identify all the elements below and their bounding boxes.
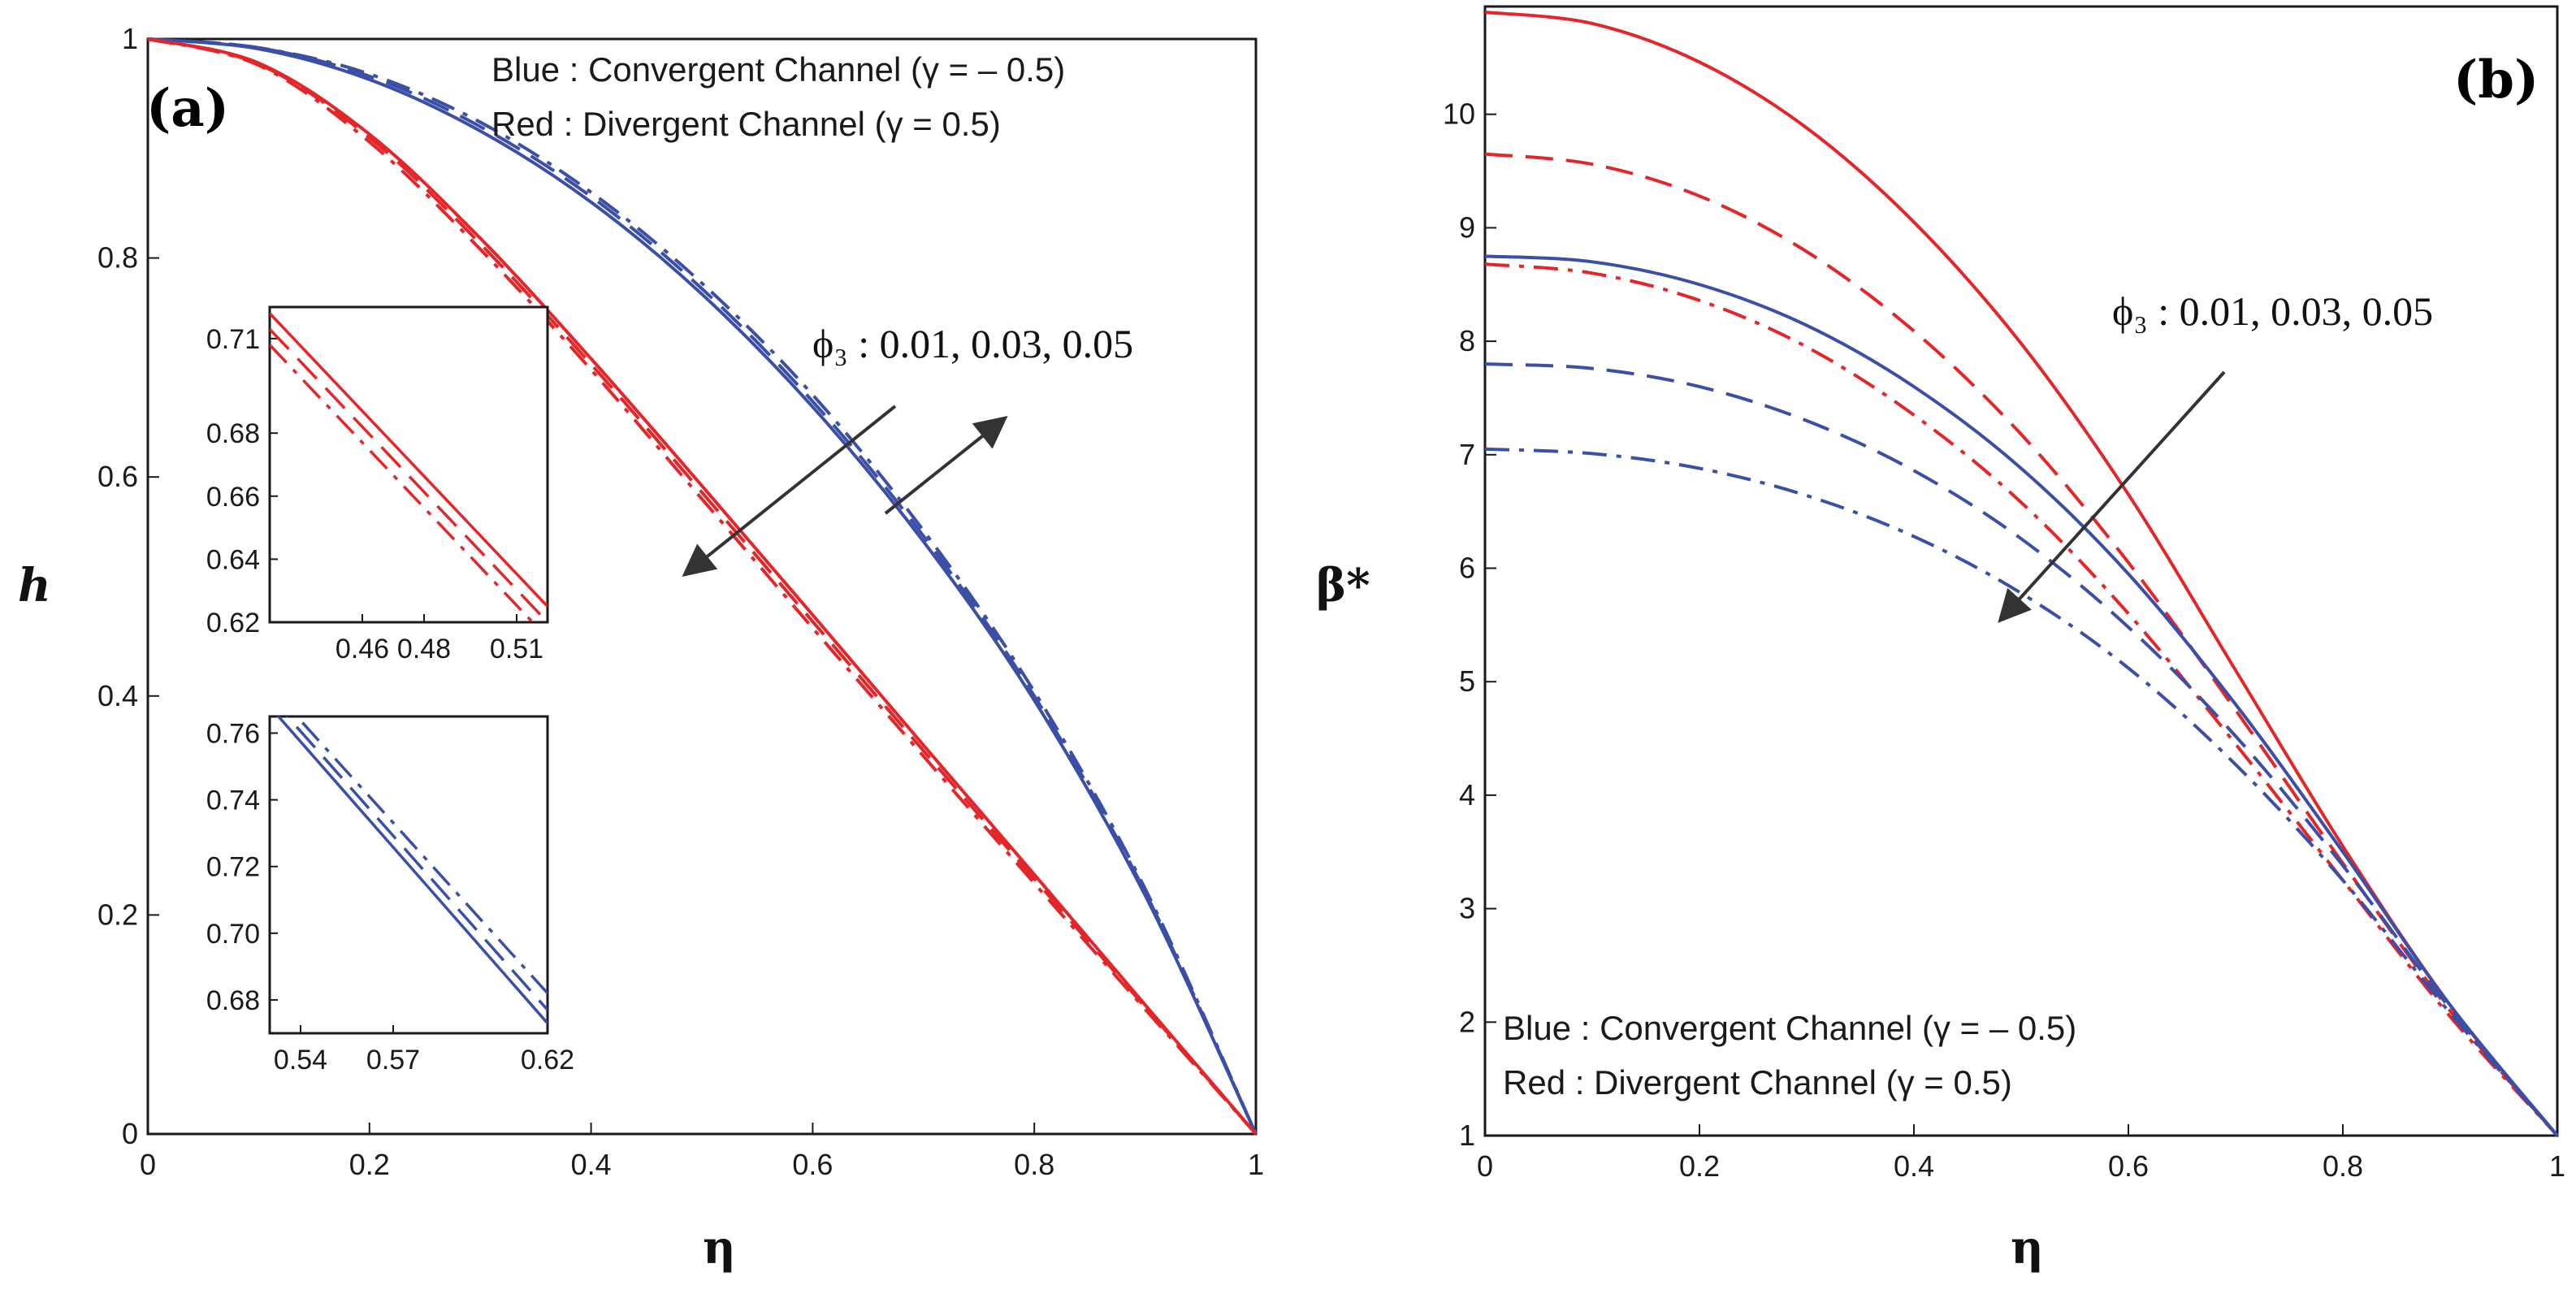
inset-blue-series-blue-dashdot <box>295 716 548 994</box>
inset-blue-y-tick-label: 0.76 <box>206 719 260 750</box>
inset-red-frame <box>268 305 549 624</box>
panel-a-series-red-dash <box>147 37 1258 1136</box>
panel-b-x-tick-label: 0 <box>1477 1149 1493 1183</box>
panel-b-y-tick-label: 6 <box>1459 552 1475 585</box>
panel-a-x-tick-label: 0 <box>140 1148 156 1181</box>
panel-a-inset-blue: 0.54 0.57 0.62 0.68 0.70 0.72 0.74 0.76 <box>206 715 574 1075</box>
inset-red-x-tick-label: 0.48 <box>397 634 451 664</box>
panel-b-y-tick-label: 7 <box>1459 438 1475 471</box>
inset-red-series-red-dash <box>270 327 548 622</box>
panel-a-frame <box>146 37 1258 1136</box>
panel-b-x-tick-label: 1 <box>2549 1149 2565 1183</box>
inset-red-x-tick-label: 0.51 <box>490 634 543 664</box>
panel-a-xlabel: η <box>703 1221 736 1275</box>
inset-blue-frame <box>268 715 549 1035</box>
inset-red-y-tick-label: 0.68 <box>206 418 260 449</box>
panel-b-series-blue-dash <box>1484 362 2559 1137</box>
inset-blue-series-blue-solid <box>276 716 548 1024</box>
panel-a-inset-red: 0.46 0.48 0.51 0.62 0.64 0.66 0.68 0.71 <box>206 305 549 664</box>
inset-blue-y-tick-label: 0.74 <box>206 785 260 816</box>
panel-b-series-red-solid <box>1484 10 2559 1137</box>
panel-b-ticks: 0 0.2 0.4 0.6 0.8 1 1 2 3 4 5 6 7 8 9 10 <box>1443 97 2565 1183</box>
panel-a-ylabel: h <box>18 559 51 612</box>
inset-red-series-red-dashdot <box>270 344 535 622</box>
panel-a-y-tick-label: 0.8 <box>97 241 138 275</box>
panel-a-y-tick-label: 0.2 <box>97 898 138 931</box>
panel-b-y-tick-label: 8 <box>1459 324 1475 357</box>
panel-b-y-tick-label: 2 <box>1459 1005 1475 1038</box>
panel-b-series-blue-solid <box>1484 254 2559 1137</box>
panel-b-frame <box>1483 5 2559 1137</box>
panel-a-x-tick-label: 0.4 <box>571 1148 612 1181</box>
panel-b-x-tick-label: 0.2 <box>1679 1149 1720 1183</box>
panel-a-arrow-down <box>682 405 897 577</box>
panel-a-series <box>147 37 1258 1136</box>
inset-blue-ticks: 0.54 0.57 0.62 0.68 0.70 0.72 0.74 0.76 <box>206 719 574 1075</box>
inset-red-ticks: 0.46 0.48 0.51 0.62 0.64 0.66 0.68 0.71 <box>206 324 543 664</box>
panel-a-legend-blue: Blue : Convergent Channel (γ = – 0.5) <box>491 50 1065 89</box>
panel-a-series-blue-dashdot <box>147 37 1258 1135</box>
panel-a-annotation: ϕ₃ : 0.01, 0.03, 0.05 <box>812 321 1133 366</box>
panel-a-x-tick-label: 1 <box>1248 1148 1264 1181</box>
panel-a-y-tick-label: 1 <box>122 22 138 55</box>
panel-b-series-blue-dashdot <box>1484 447 2559 1137</box>
panel-b-x-tick-label: 0.8 <box>2323 1149 2363 1183</box>
panel-b-y-tick-label: 1 <box>1459 1119 1475 1152</box>
panel-b-ylabel: β* <box>1316 559 1370 612</box>
panel-a-y-tick-label: 0.4 <box>97 679 138 712</box>
panel-a-arrow-up <box>884 416 1008 515</box>
inset-red-series-red-solid <box>270 312 548 608</box>
panel-b-series-red-dashdot <box>1484 262 2559 1137</box>
inset-blue-series-blue-dash <box>285 716 548 1011</box>
inset-red-x-tick-label: 0.46 <box>336 634 389 664</box>
panel-a-x-tick-label: 0.8 <box>1014 1148 1054 1181</box>
panel-a: 0 0.2 0.4 0.6 0.8 1 0 0.2 0.4 0.6 0.8 1 (a) h η Blu… <box>18 22 1264 1275</box>
panel-b-xlabel: η <box>2011 1221 2044 1275</box>
inset-red-y-tick-label: 0.66 <box>206 482 260 513</box>
panel-b-legend-blue: Blue : Convergent Channel (γ = – 0.5) <box>1503 1009 2076 1047</box>
panel-b-y-tick-label: 10 <box>1443 97 1475 131</box>
panel-a-series-blue-dash <box>147 37 1258 1135</box>
inset-blue-y-tick-label: 0.68 <box>206 985 260 1016</box>
panel-b-label: (b) <box>2453 50 2539 110</box>
inset-blue-series <box>276 716 548 1024</box>
panel-b-annotation: ϕ₃ : 0.01, 0.03, 0.05 <box>2112 288 2433 334</box>
panel-b-y-tick-label: 3 <box>1459 892 1475 925</box>
panel-a-series-red-solid <box>147 37 1258 1136</box>
inset-blue-y-tick-label: 0.72 <box>206 852 260 883</box>
inset-red-y-tick-label: 0.64 <box>206 544 260 575</box>
inset-red-series <box>270 312 548 622</box>
panel-a-y-tick-label: 0 <box>122 1117 138 1150</box>
panel-b-x-tick-label: 0.6 <box>2108 1149 2149 1183</box>
panel-b-legend-red: Red : Divergent Channel (γ = 0.5) <box>1503 1063 2012 1101</box>
inset-blue-x-tick-label: 0.57 <box>366 1045 420 1075</box>
inset-red-y-tick-label: 0.71 <box>206 324 260 355</box>
panel-a-legend-red: Red : Divergent Channel (γ = 0.5) <box>491 105 1001 143</box>
panel-b-y-tick-label: 9 <box>1459 210 1475 244</box>
panel-a-y-tick-label: 0.6 <box>97 460 138 493</box>
panel-b-arrow-down <box>1998 370 2226 623</box>
panel-a-series-blue-solid <box>147 37 1258 1135</box>
inset-blue-x-tick-label: 0.54 <box>274 1045 327 1075</box>
panel-b: 0 0.2 0.4 0.6 0.8 1 1 2 3 4 5 6 7 8 9 10 (b) β* η Blue … <box>1316 5 2565 1275</box>
panel-a-x-tick-label: 0.6 <box>792 1148 833 1181</box>
panel-b-y-tick-label: 4 <box>1459 778 1475 811</box>
panel-b-y-tick-label: 5 <box>1459 664 1475 698</box>
inset-blue-y-tick-label: 0.70 <box>206 919 260 950</box>
inset-blue-x-tick-label: 0.62 <box>521 1045 574 1075</box>
panel-b-x-tick-label: 0.4 <box>1894 1149 1934 1183</box>
panel-a-x-tick-label: 0.2 <box>349 1148 390 1181</box>
panel-b-series <box>1484 10 2559 1137</box>
panel-a-label: (a) <box>146 78 229 139</box>
panel-a-ticks: 0 0.2 0.4 0.6 0.8 1 0 0.2 0.4 0.6 0.8 1 <box>97 22 1264 1181</box>
inset-red-y-tick-label: 0.62 <box>206 608 260 638</box>
